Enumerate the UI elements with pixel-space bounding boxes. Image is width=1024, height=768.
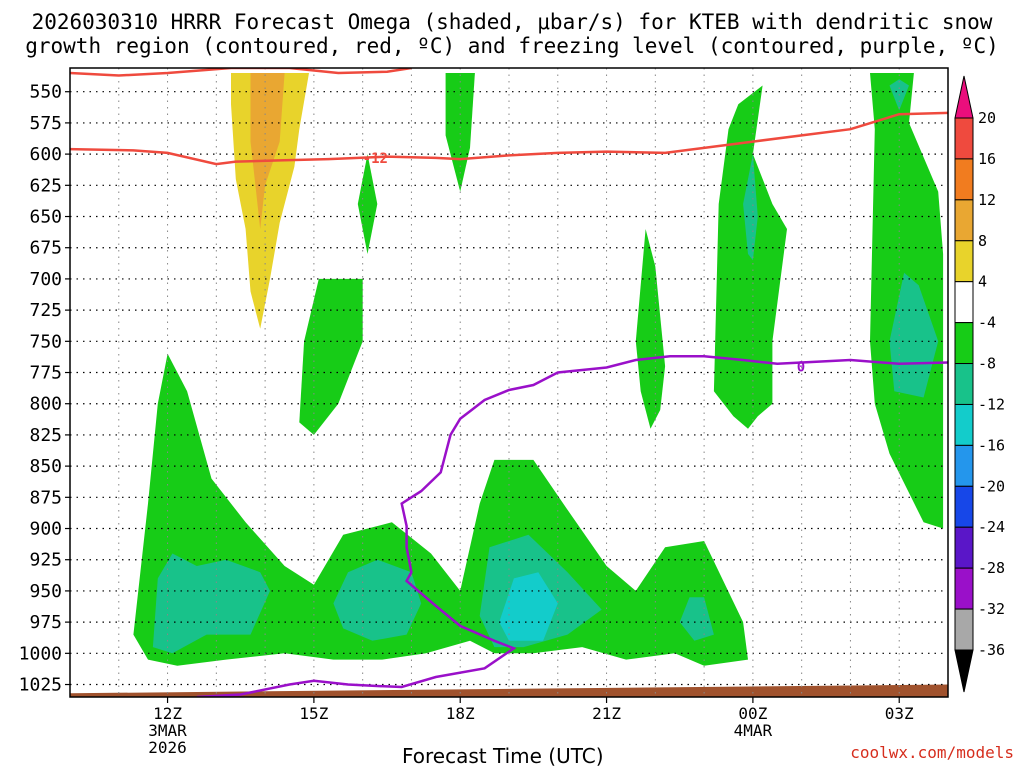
colorbar-bin-6 [954,363,974,405]
colorbar-bin-5 [954,322,974,365]
x-tick-label-03Z: 03Z [885,704,914,723]
source-credit: coolwx.com/models [850,743,1014,762]
y-tick-label-900: 900 [29,519,62,540]
x-tick-label-18Z: 18Z [446,704,475,723]
y-tick-label-850: 850 [29,456,62,477]
colorbar-label--32: -32 [978,600,1005,618]
x-tick-label-15Z: 15Z [299,704,328,723]
colorbar-bin-12 [954,608,974,651]
y-tick-label-925: 925 [29,550,62,571]
omega-region-4 [499,572,558,641]
colorbar-label--24: -24 [978,518,1005,536]
chart-title-line-1: 2026030310 HRRR Forecast Omega (shaded, … [31,10,993,34]
x-axis-label: Forecast Time (UTC) [402,744,604,768]
colorbar-bin-3 [954,240,974,283]
y-tick-label-675: 675 [29,238,62,259]
colorbar-bin-8 [954,444,974,487]
y-tick-label-575: 575 [29,113,62,134]
y-tick-label-750: 750 [29,331,62,352]
omega-region-6 [299,278,363,435]
omega-region-8 [445,73,475,192]
colorbar-label--16: -16 [978,436,1005,454]
y-tick-label-625: 625 [29,175,62,196]
colorbar-bin-9 [954,485,974,528]
colorbar-top-arrow [954,75,974,119]
terrain-surface [70,684,948,697]
colorbar-bin-1 [954,158,974,201]
colorbar-bin-4 [954,281,974,324]
colorbar-label-4: 4 [978,273,987,291]
y-tick-label-950: 950 [29,581,62,602]
y-tick-label-975: 975 [29,612,62,633]
y-tick-label-550: 550 [29,82,62,103]
colorbar-label--12: -12 [978,395,1005,413]
y-tick-label-1025: 1025 [19,675,62,696]
colorbar-label-20: 20 [978,109,996,127]
x-tick-label-12Z: 12Z [153,704,182,723]
y-tick-label-875: 875 [29,487,62,508]
colorbar-bottom-arrow [954,649,974,693]
y-tick-label-700: 700 [29,269,62,290]
colorbar-label--20: -20 [978,477,1005,495]
colorbar-label--36: -36 [978,641,1005,659]
y-tick-label-825: 825 [29,425,62,446]
omega-region-9 [635,229,666,429]
colorbar-bin-2 [954,199,974,242]
contour-label-2: 0 [797,359,805,375]
contour-line-2 [196,355,948,697]
omega-region-13 [889,272,939,398]
colorbar-label-16: 16 [978,150,996,168]
colorbar-bin-7 [954,403,974,446]
x-tick-label-00Z: 00Z [738,704,767,723]
y-tick-label-800: 800 [29,394,62,415]
colorbar-bin-0 [954,117,974,160]
colorbar: 20 16 12 8 4 -4 -8 -12 -16 -20 -24 -28 -32 -36 [954,75,1005,693]
colorbar-bin-10 [954,526,974,569]
contour-line-1 [70,111,948,166]
omega-region-0 [133,353,748,666]
contour-label-1: -12 [363,151,388,167]
colorbar-label--4: -4 [978,314,996,332]
plot-frame [69,67,949,698]
colorbar-label--28: -28 [978,559,1005,577]
contour-line-0 [70,68,412,77]
omega-region-16 [250,73,285,229]
x-tick-label-21Z: 21Z [592,704,621,723]
colorbar-label--8: -8 [978,355,996,373]
omega-region-2 [333,559,422,641]
x-tick-year-12Z: 2026 [148,738,187,757]
y-tick-label-775: 775 [29,363,62,384]
x-tick-date-00Z: 4MAR [734,721,773,740]
plot-area: -12 0 [70,68,948,697]
colorbar-bin-11 [954,567,974,610]
omega-region-5 [679,597,714,641]
chart-title-line-2: growth region (contoured, red, ºC) and f… [25,34,999,58]
x-tick-date-12Z: 3MAR [148,721,187,740]
y-tick-label-1000: 1000 [19,643,62,664]
colorbar-label-8: 8 [978,232,987,250]
omega-region-7 [357,154,378,254]
y-tick-label-600: 600 [29,144,62,165]
omega-region-1 [152,553,270,654]
y-tick-label-650: 650 [29,207,62,228]
y-tick-label-725: 725 [29,300,62,321]
omega-region-11 [743,154,758,261]
colorbar-label-12: 12 [978,191,996,209]
